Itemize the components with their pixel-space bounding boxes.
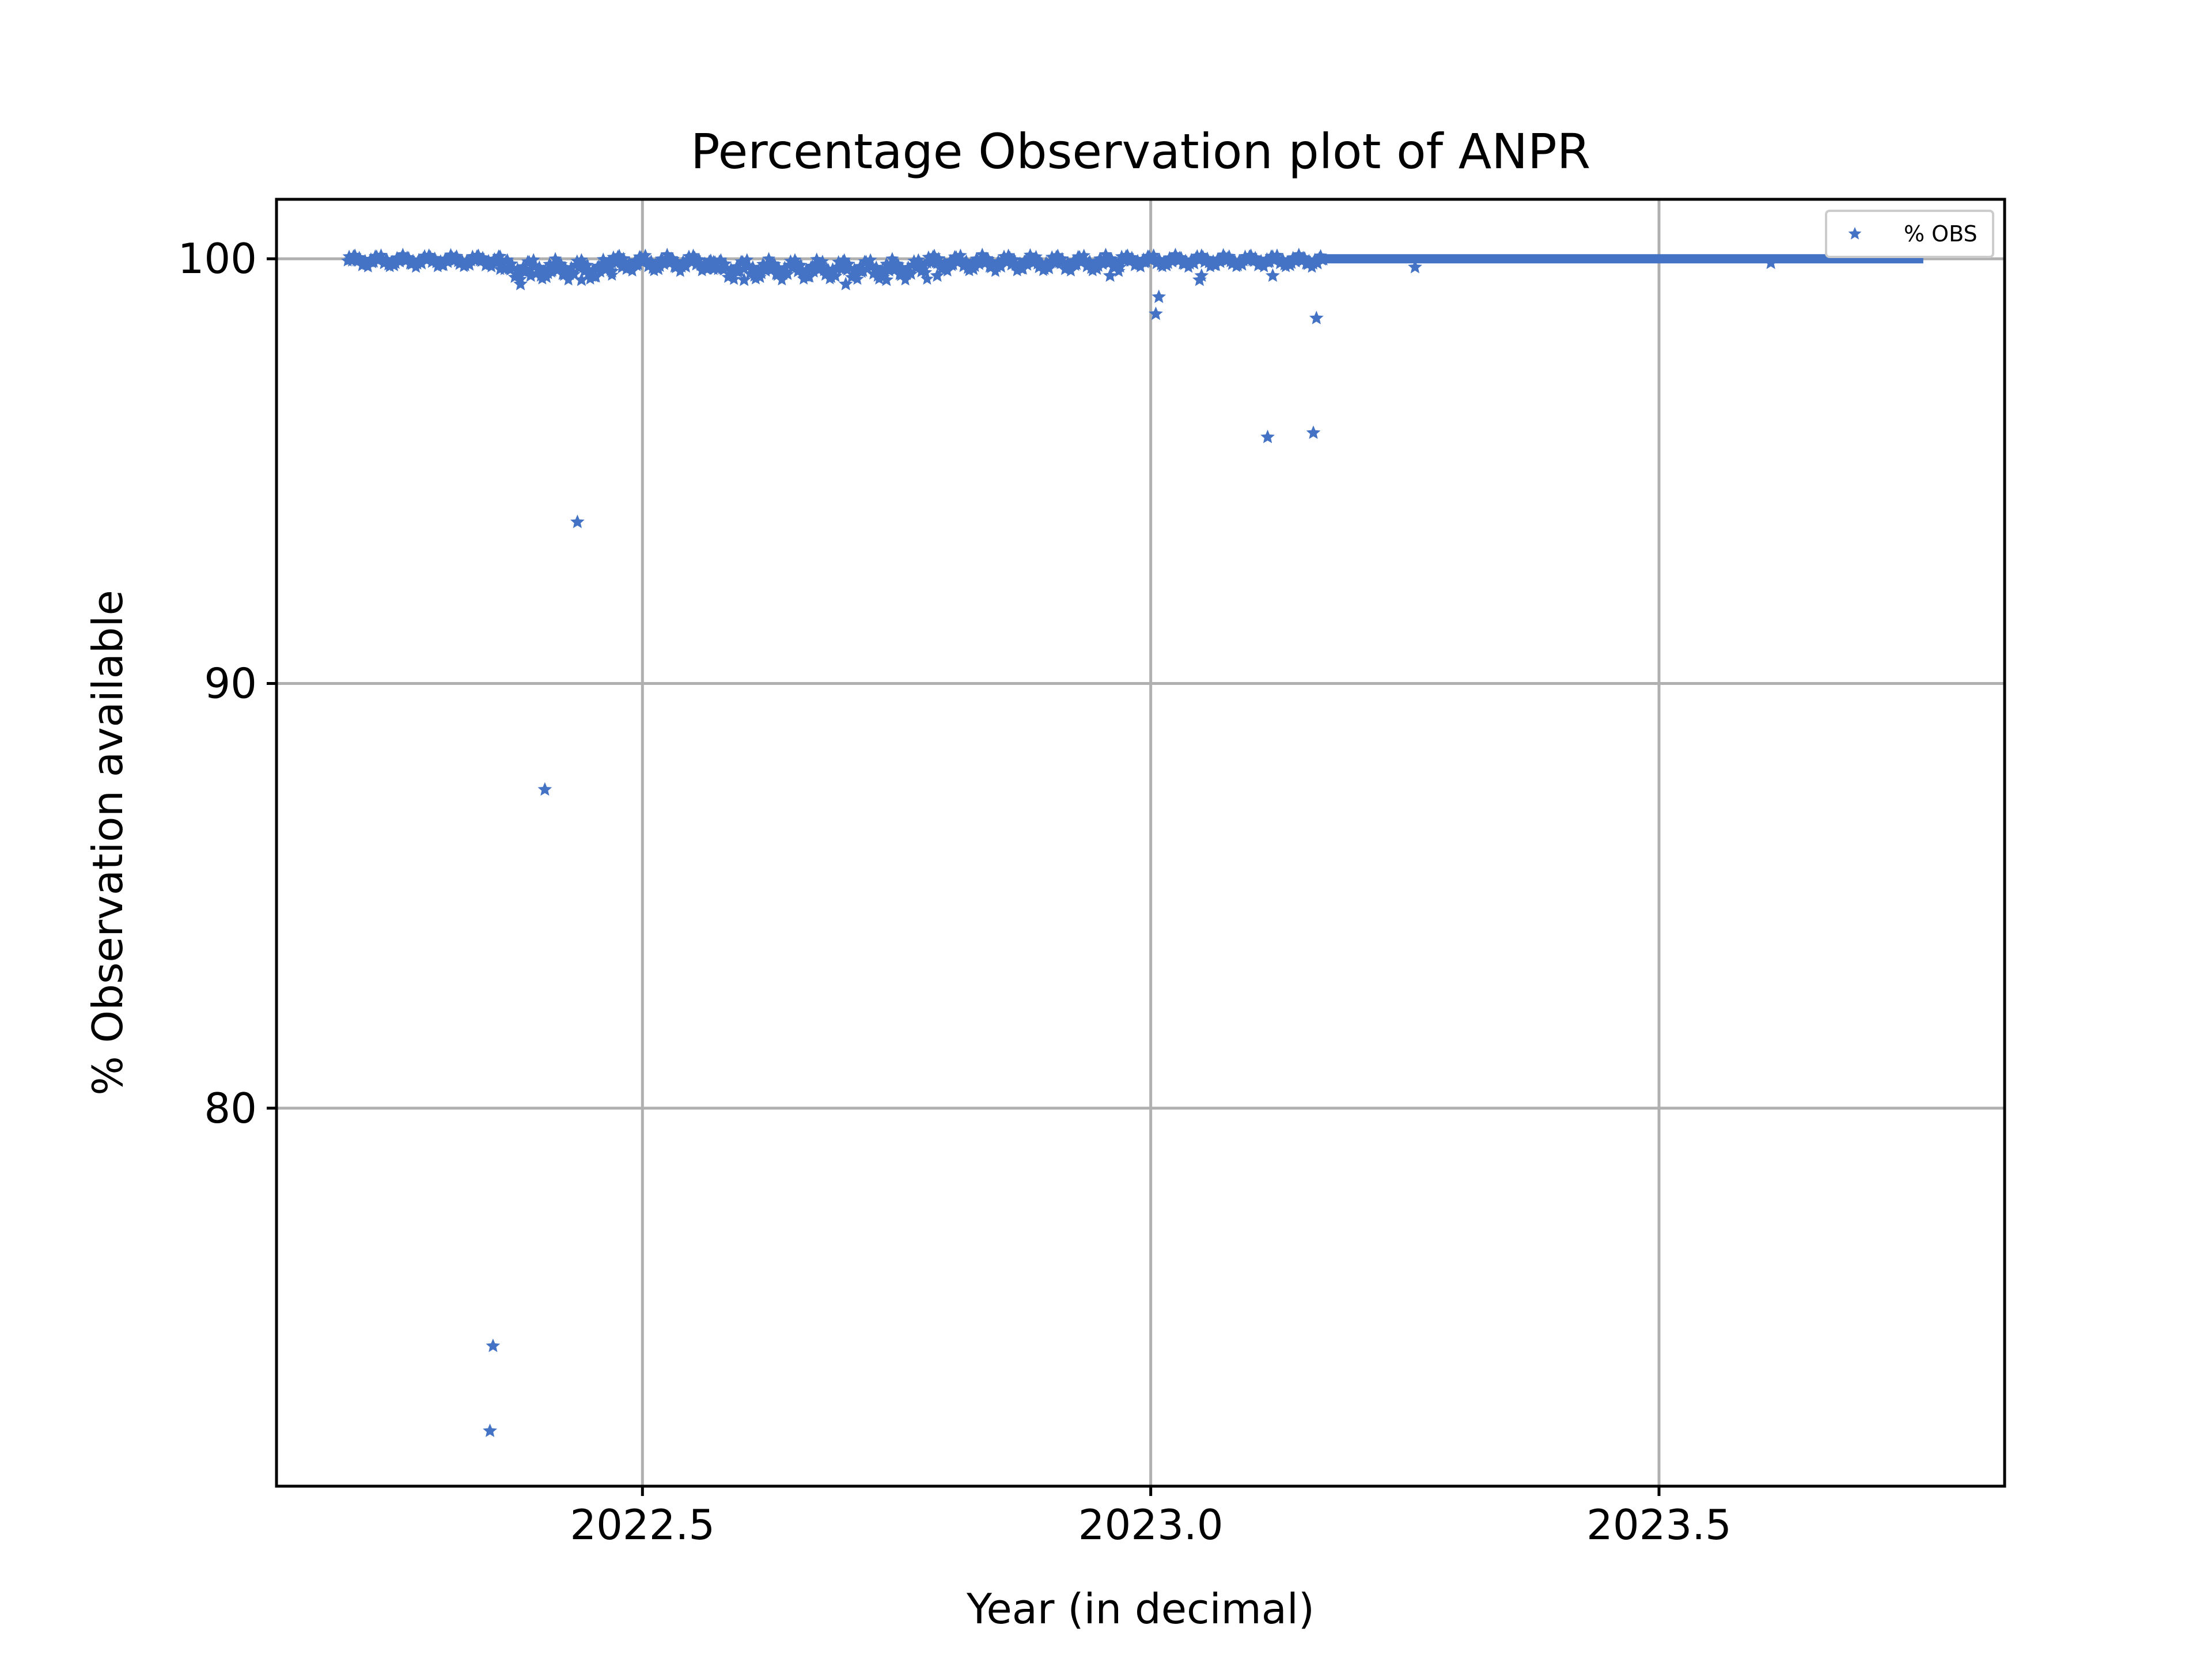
- data-point: [537, 782, 552, 796]
- data-point: [740, 253, 754, 266]
- x-tick-label: 2022.5: [570, 1501, 715, 1549]
- data-point: [1187, 257, 1201, 270]
- data-point: [755, 266, 768, 279]
- data-point: [851, 272, 864, 285]
- data-point: [872, 272, 886, 285]
- data-point: [781, 267, 794, 280]
- data-point: [941, 264, 955, 276]
- data-point: [904, 267, 918, 280]
- data-point: [919, 266, 933, 278]
- chart-title: Percentage Observation plot of ANPR: [691, 123, 1590, 180]
- data-point: [535, 272, 549, 285]
- y-tick-label: 90: [204, 660, 257, 708]
- data-point: [1134, 260, 1147, 272]
- data-point: [562, 272, 575, 286]
- data-point: [737, 272, 752, 286]
- data-point: [437, 258, 450, 271]
- data-point: [1209, 258, 1223, 271]
- data-point: [1064, 264, 1078, 276]
- data-point: [968, 259, 982, 272]
- data-point: [523, 268, 538, 282]
- data-point: [816, 255, 830, 267]
- data-point: [863, 253, 877, 266]
- legend-entry-label: % OBS: [1904, 221, 1978, 247]
- data-point: [486, 1338, 501, 1353]
- data-point: [1257, 260, 1271, 272]
- data-point: [733, 264, 747, 277]
- grid: [276, 199, 2005, 1486]
- axis-ticks: 2022.5 2023.0 2023.5 80 90 100: [178, 234, 1732, 1549]
- data-point: [1260, 429, 1275, 444]
- data-point: [1077, 248, 1091, 262]
- data-point: [605, 264, 619, 278]
- legend: % OBS: [1825, 210, 1994, 258]
- data-point: [554, 260, 569, 274]
- data-point: [415, 257, 429, 270]
- data-point: [1408, 260, 1422, 274]
- data-point: [615, 260, 630, 274]
- y-axis-label: % Observation available: [84, 590, 132, 1096]
- data-point: [567, 267, 581, 280]
- data-point: [574, 272, 589, 286]
- data-point: [829, 269, 842, 282]
- data-point: [1149, 306, 1163, 320]
- data-point: [921, 272, 934, 285]
- data-point: [1306, 425, 1321, 439]
- data-point: [570, 514, 585, 528]
- data-point: [994, 260, 1008, 273]
- data-point: [679, 260, 693, 273]
- data-point: [775, 272, 789, 286]
- data-point: [879, 272, 894, 286]
- data-point: [1042, 262, 1056, 274]
- plot-area: [275, 198, 2006, 1488]
- data-point: [798, 268, 812, 282]
- data-point: [727, 272, 741, 285]
- data-point: [638, 248, 652, 262]
- data-point: [749, 272, 763, 285]
- data-point: [1266, 268, 1280, 282]
- data-point: [930, 268, 945, 282]
- x-tick-label: 2023.5: [1586, 1501, 1732, 1549]
- data-point: [954, 248, 967, 262]
- data-point: [653, 259, 666, 272]
- data-point: [1113, 260, 1127, 273]
- data-point: [1309, 310, 1324, 324]
- data-point: [1194, 268, 1209, 282]
- data-point: [1070, 257, 1084, 270]
- data-point: [1311, 256, 1324, 270]
- data-point: [857, 264, 870, 277]
- data-point: [544, 264, 558, 278]
- legend-star-icon: [1848, 227, 1862, 240]
- data-point: [1092, 259, 1105, 272]
- data-point: [367, 255, 381, 268]
- x-tick-label: 2023.0: [1078, 1501, 1224, 1549]
- y-tick-label: 80: [204, 1084, 257, 1132]
- data-point: [1086, 263, 1100, 276]
- data-point: [1263, 255, 1277, 268]
- data-points: [341, 247, 1923, 1437]
- data-point: [484, 260, 498, 272]
- data-point: [838, 276, 853, 290]
- data-point: [946, 257, 960, 270]
- data-point: [483, 1423, 497, 1437]
- data-point: [1763, 255, 1778, 270]
- data-point: [631, 257, 645, 270]
- data-point: [1103, 268, 1118, 282]
- data-point: [527, 253, 540, 266]
- legend-box: [1825, 210, 1994, 258]
- data-point: [584, 268, 599, 282]
- x-axis-label: Year (in decimal): [966, 1585, 1315, 1633]
- data-point: [899, 272, 912, 286]
- y-tick-label: 100: [178, 234, 257, 283]
- data-point: [1016, 262, 1030, 275]
- data-point: [513, 276, 528, 290]
- data-point: [878, 266, 892, 279]
- data-point: [1139, 255, 1153, 268]
- data-point: [1152, 289, 1166, 304]
- data-point: [361, 260, 375, 272]
- data-point: [626, 264, 639, 276]
